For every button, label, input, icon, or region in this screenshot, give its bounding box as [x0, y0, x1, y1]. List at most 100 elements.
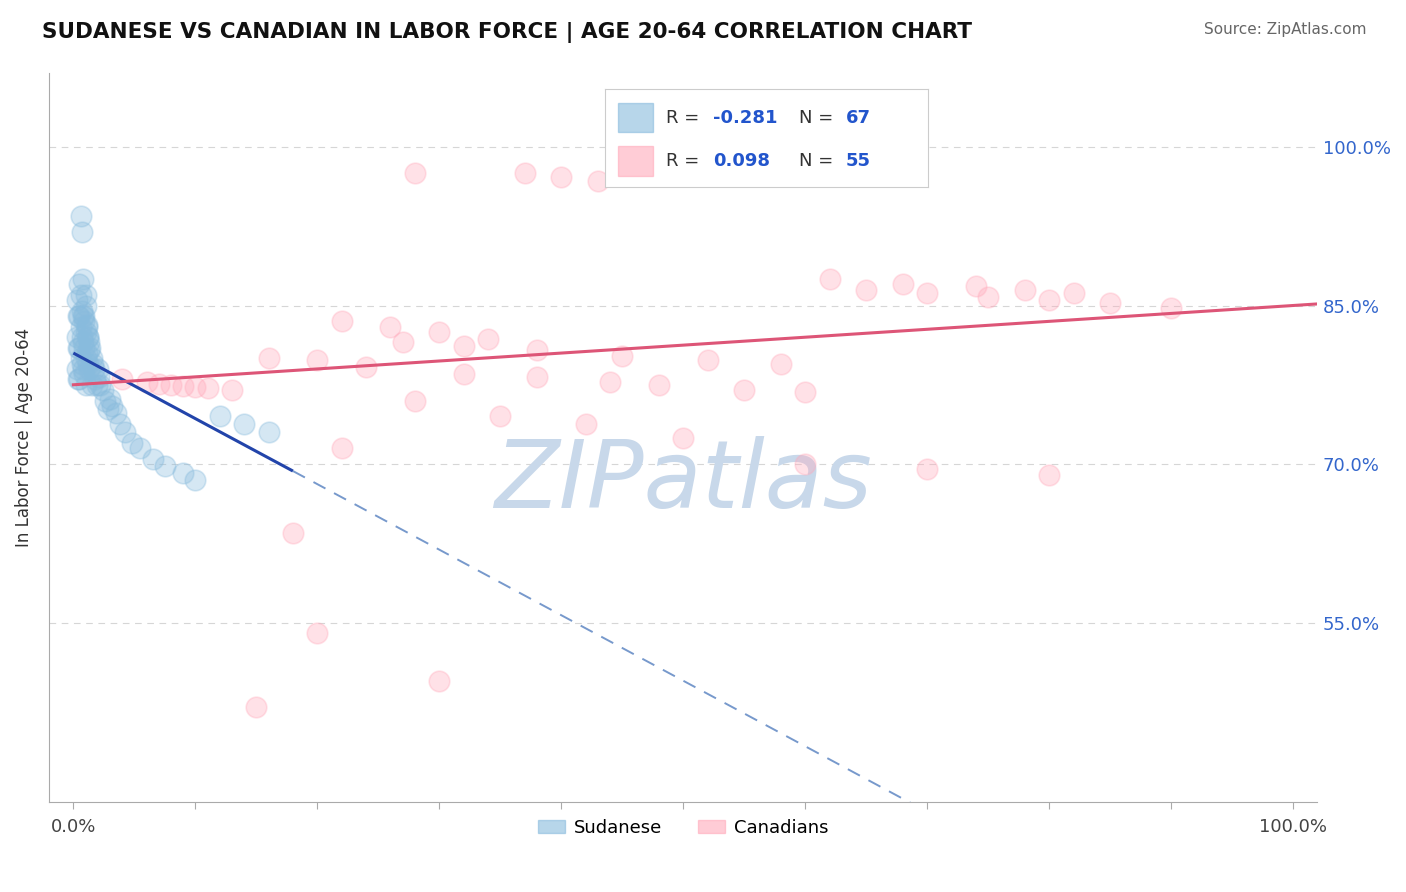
Point [1038, 467, 1060, 482]
Point [129, 441, 152, 455]
Point [1099, 296, 1122, 310]
Text: 67: 67 [845, 109, 870, 127]
Point [121, 436, 143, 450]
Point [75, 325, 97, 339]
Point [977, 290, 1000, 304]
Point [73, 341, 96, 355]
Point [69, 319, 91, 334]
Point [427, 673, 450, 688]
Point [599, 375, 621, 389]
Point [489, 409, 512, 424]
Point [221, 383, 243, 397]
Point [72, 335, 94, 350]
Point [915, 285, 938, 300]
Point [86, 377, 108, 392]
Y-axis label: In Labor Force | Age 20-64: In Labor Force | Age 20-64 [15, 328, 32, 547]
Point [915, 462, 938, 476]
Point [66, 293, 89, 308]
Point [98, 392, 121, 406]
Point [380, 319, 402, 334]
Point [70, 330, 93, 344]
Point [184, 473, 207, 487]
Point [965, 279, 987, 293]
Point [160, 377, 183, 392]
Point [72, 362, 94, 376]
Point [148, 376, 170, 391]
Text: N =: N = [799, 152, 838, 169]
Point [1038, 293, 1060, 308]
Point [91, 383, 114, 397]
Text: R =: R = [666, 152, 704, 169]
Point [69, 341, 91, 355]
Point [67, 372, 90, 386]
Point [70, 357, 93, 371]
Point [526, 343, 548, 357]
Point [307, 626, 329, 640]
Point [69, 351, 91, 366]
Point [84, 372, 107, 386]
Point [391, 335, 413, 350]
Point [245, 700, 267, 714]
Point [513, 166, 536, 180]
Point [197, 381, 219, 395]
Point [69, 309, 91, 323]
Point [89, 377, 111, 392]
Point [733, 383, 755, 397]
Point [427, 325, 450, 339]
Point [184, 380, 207, 394]
Point [135, 375, 157, 389]
Point [794, 385, 817, 400]
Point [69, 288, 91, 302]
Legend: Sudanese, Canadians: Sudanese, Canadians [530, 812, 837, 845]
Point [745, 166, 768, 180]
Point [83, 362, 105, 376]
Point [281, 525, 304, 540]
Point [67, 309, 90, 323]
Point [855, 283, 877, 297]
Point [77, 330, 100, 344]
Bar [617, 103, 652, 132]
Point [526, 370, 548, 384]
Point [111, 372, 134, 386]
Point [153, 459, 176, 474]
Point [1014, 283, 1036, 297]
Point [142, 451, 165, 466]
Point [82, 357, 104, 371]
Point [87, 362, 110, 376]
Point [75, 377, 97, 392]
Point [73, 368, 96, 382]
Point [70, 225, 93, 239]
Point [79, 341, 101, 355]
Text: SUDANESE VS CANADIAN IN LABOR FORCE | AGE 20-64 CORRELATION CHART: SUDANESE VS CANADIAN IN LABOR FORCE | AG… [42, 22, 972, 44]
Point [67, 341, 90, 355]
Point [66, 362, 89, 376]
Text: ZIPatlas: ZIPatlas [495, 436, 872, 527]
Point [575, 417, 598, 431]
Point [77, 335, 100, 350]
Point [76, 346, 98, 360]
Point [477, 332, 499, 346]
Point [330, 314, 353, 328]
Text: 55: 55 [845, 152, 870, 169]
Point [257, 351, 280, 366]
Point [612, 349, 634, 363]
Point [404, 393, 426, 408]
Point [105, 406, 128, 420]
Text: N =: N = [799, 109, 838, 127]
Point [330, 441, 353, 455]
Point [453, 368, 475, 382]
Point [208, 409, 231, 424]
Point [404, 166, 426, 180]
Point [73, 309, 96, 323]
Point [233, 417, 256, 431]
Point [69, 372, 91, 386]
Point [769, 357, 792, 371]
Point [586, 174, 609, 188]
Point [257, 425, 280, 440]
Point [69, 209, 91, 223]
Point [77, 330, 100, 344]
Point [794, 457, 817, 471]
Point [72, 272, 94, 286]
Point [1063, 285, 1085, 300]
Point [66, 330, 89, 344]
